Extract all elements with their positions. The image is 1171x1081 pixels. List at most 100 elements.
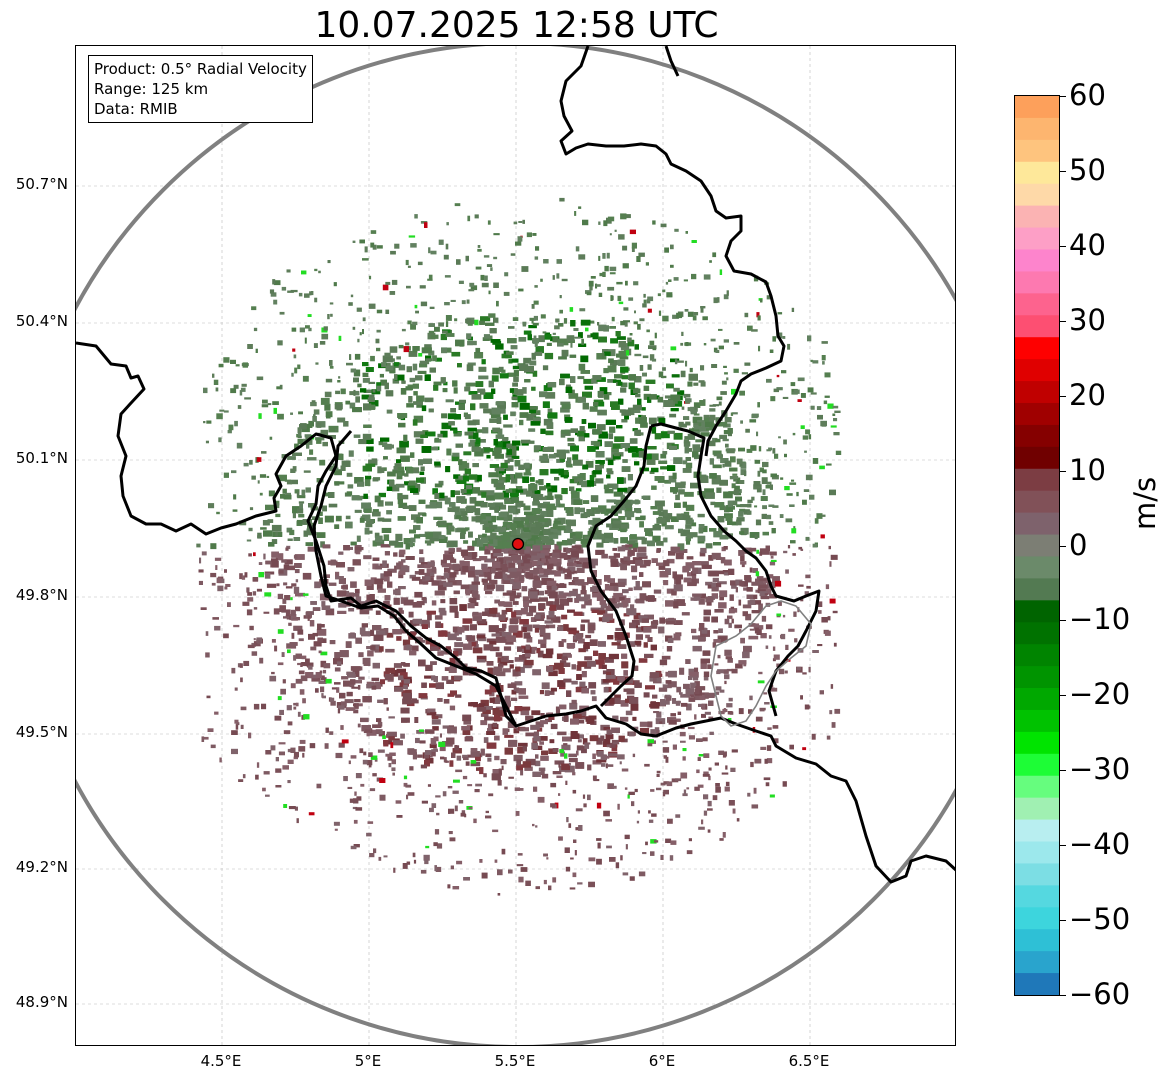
- echo-pixel: [420, 466, 425, 471]
- echo-pixel: [491, 773, 501, 781]
- echo-pixel: [649, 470, 655, 474]
- echo-pixel: [557, 731, 567, 736]
- echo-pixel: [464, 736, 474, 742]
- radar-map[interactable]: [75, 45, 956, 1046]
- echo-pixel: [496, 470, 503, 478]
- echo-pixel: [592, 470, 602, 475]
- echo-pixel: [611, 405, 620, 410]
- echo-pixel: [693, 694, 704, 701]
- echo-pixel: [748, 635, 759, 640]
- echo-pixel: [397, 466, 405, 471]
- echo-pixel: [550, 528, 559, 532]
- echo-pixel: [738, 550, 745, 556]
- echo-pixel: [438, 480, 444, 486]
- echo-pixel: [471, 581, 480, 585]
- echo-pixel: [493, 482, 504, 488]
- echo-pixel: [480, 713, 489, 717]
- echo-pixel: [468, 531, 473, 538]
- echo-pixel: [509, 595, 515, 602]
- echo-pixel: [360, 717, 369, 723]
- echo-pixel: [607, 349, 616, 357]
- echo-pixel: [472, 558, 482, 562]
- echo-pixel: [440, 599, 446, 604]
- echo-pixel: [531, 352, 536, 360]
- echo-pixel: [519, 402, 530, 410]
- echo-pixel: [631, 619, 640, 626]
- echo-pixel: [556, 495, 563, 501]
- echo-pixel: [456, 480, 467, 484]
- echo-pixel: [544, 495, 554, 500]
- echo-pixel: [638, 417, 647, 424]
- echo-pixel: [647, 364, 652, 370]
- echo-pixel: [599, 461, 605, 467]
- echo-pixel: [618, 582, 626, 587]
- echo-pixel: [581, 688, 589, 694]
- echo-pixel: [620, 494, 625, 499]
- echo-pixel: [510, 492, 519, 500]
- echo-pixel: [578, 648, 586, 653]
- echo-pixel: [663, 700, 670, 705]
- echo-pixel: [555, 498, 560, 503]
- echo-pixel: [362, 372, 369, 378]
- echo-pixel: [523, 546, 531, 553]
- echo-pixel: [485, 322, 495, 326]
- echo-pixel: [614, 374, 623, 379]
- echo-pixel: [569, 702, 578, 710]
- echo-pixel: [449, 657, 456, 664]
- echo-pixel: [603, 739, 611, 745]
- echo-pixel: [709, 528, 717, 532]
- echo-pixel: [486, 638, 497, 643]
- echo-pixel: [613, 553, 620, 558]
- echo-pixel: [593, 441, 601, 447]
- echo-pixel: [521, 439, 531, 444]
- echo-pixel: [571, 699, 577, 704]
- echo-pixel: [661, 655, 671, 660]
- echo-pixel: [609, 603, 620, 609]
- echo-pixel: [557, 567, 565, 574]
- echo-pixel: [476, 619, 487, 624]
- echo-pixel: [541, 682, 550, 690]
- echo-pixel: [504, 498, 514, 504]
- echo-pixel: [454, 611, 459, 618]
- echo-pixel: [579, 426, 585, 431]
- echo-pixel: [460, 489, 467, 494]
- echo-pixel: [618, 398, 624, 405]
- echo-pixel: [743, 645, 752, 653]
- echo-pixel: [676, 599, 685, 606]
- echo-pixel: [554, 477, 560, 481]
- echo-pixel: [598, 653, 606, 660]
- echo-pixel: [567, 443, 575, 447]
- echo-pixel: [521, 648, 527, 653]
- echo-pixel: [573, 459, 583, 466]
- echo-pixel: [714, 570, 724, 575]
- echo-pixel: [629, 732, 635, 737]
- echo-pixel: [503, 414, 508, 420]
- echo-pixel: [629, 438, 638, 444]
- echo-pixel: [614, 436, 625, 442]
- echo-pixel: [428, 408, 434, 413]
- echo-pixel: [479, 556, 488, 561]
- echo-pixel: [468, 570, 476, 578]
- echo-pixel: [341, 460, 351, 467]
- echo-pixel: [359, 627, 366, 635]
- echo-pixel: [615, 676, 625, 683]
- echo-pixel: [759, 467, 764, 473]
- echo-pixel: [489, 608, 498, 614]
- echo-pixel: [358, 676, 365, 680]
- echo-pixel: [628, 542, 639, 549]
- echo-pixel: [730, 580, 740, 586]
- echo-pixel: [355, 396, 360, 403]
- echo-pixel: [556, 449, 566, 455]
- echo-pixel: [539, 690, 544, 695]
- echo-pixel: [502, 668, 511, 673]
- echo-pixel: [291, 583, 297, 587]
- echo-pixel: [558, 356, 567, 360]
- echo-pixel: [580, 355, 589, 363]
- echo-pixel: [488, 472, 498, 478]
- echo-pixel: [376, 382, 381, 390]
- echo-pixel: [627, 550, 635, 556]
- echo-pixel: [635, 536, 645, 540]
- echo-pixel: [585, 634, 592, 639]
- echo-pixel: [604, 441, 613, 447]
- echo-pixel: [462, 670, 469, 676]
